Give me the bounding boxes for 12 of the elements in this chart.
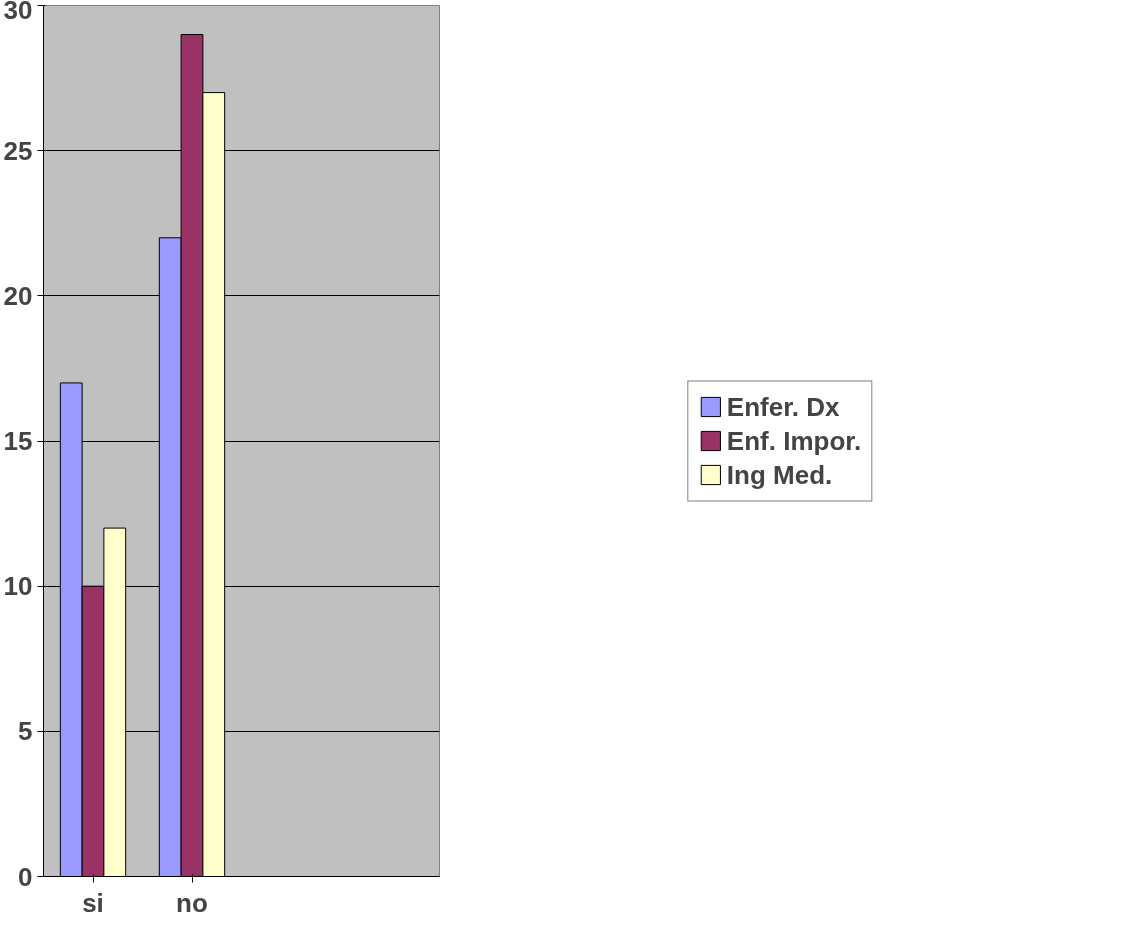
y-tick-label: 15 [3,426,33,456]
legend-label: Enf. Impor. [726,425,862,456]
legend-label: Enfer. Dx [726,391,840,422]
y-tick-label: 30 [3,0,33,25]
y-tick-label: 20 [3,280,33,311]
x-tick-label: si [82,887,104,918]
y-tick-label: 25 [3,135,33,166]
y-tick-label: 5 [18,716,33,747]
y-tick-label: 0 [18,861,33,892]
legend-label: Ing Med. [726,459,833,490]
x-tick-label: no [176,887,208,918]
y-tick-label: 10 [3,571,33,602]
